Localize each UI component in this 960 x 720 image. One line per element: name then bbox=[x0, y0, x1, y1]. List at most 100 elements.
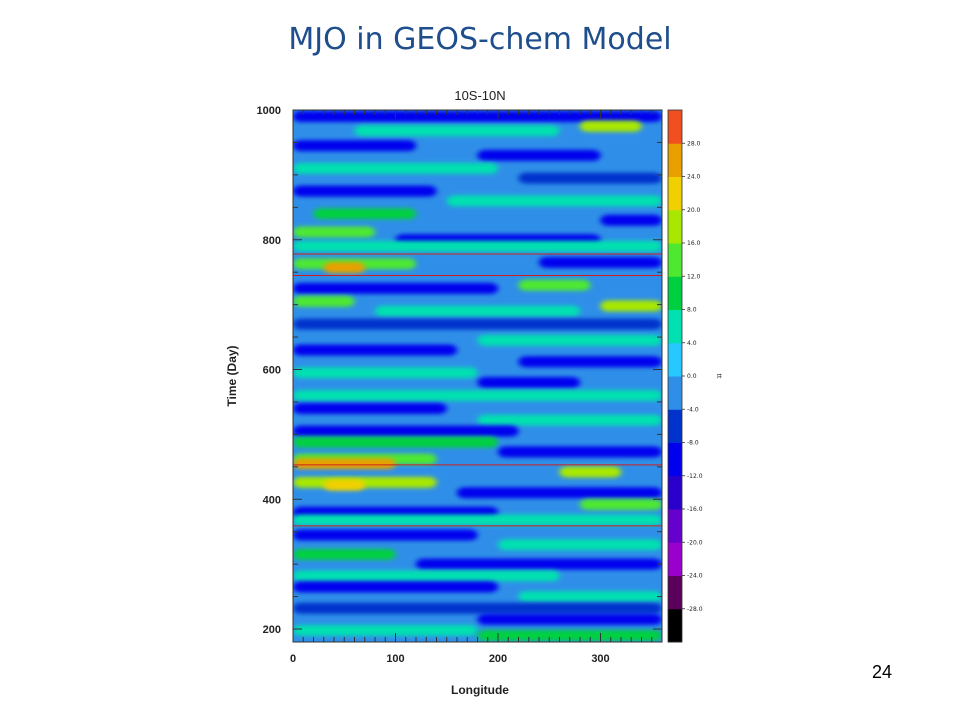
y-tick-label: 1000 bbox=[257, 105, 281, 117]
heatmap-band bbox=[477, 414, 662, 426]
colorbar-tick-label: -4.0 bbox=[687, 406, 699, 413]
heatmap-band bbox=[477, 630, 662, 642]
heatmap-band bbox=[293, 581, 498, 593]
heatmap-band bbox=[518, 356, 662, 368]
heatmap-band bbox=[477, 613, 662, 625]
heatmap-band bbox=[293, 318, 662, 330]
heatmap-band bbox=[375, 305, 580, 317]
colorbar-tick-label: 24.0 bbox=[687, 174, 701, 181]
heatmap-band bbox=[293, 476, 437, 488]
y-axis: 200 400 600 800 1000 bbox=[257, 105, 662, 636]
heatmap-band bbox=[293, 529, 478, 541]
x-axis: 0 100 200 300 bbox=[290, 110, 663, 665]
heatmap-band bbox=[477, 376, 580, 388]
heatmap-band bbox=[518, 279, 591, 291]
colorbar-segment bbox=[668, 243, 682, 277]
heatmap-band bbox=[293, 548, 396, 560]
y-axis-title: Time (Day) bbox=[225, 345, 239, 406]
heatmap-band bbox=[477, 334, 662, 346]
colorbar-segment bbox=[668, 409, 682, 443]
x-axis-title: Longitude bbox=[451, 683, 509, 697]
x-tick-label: 100 bbox=[386, 653, 404, 665]
heatmap-band bbox=[498, 539, 662, 551]
colorbar-tick-label: 4.0 bbox=[687, 340, 697, 347]
heatmap-band bbox=[457, 487, 662, 499]
colorbar-segment bbox=[668, 442, 682, 477]
heatmap-band bbox=[293, 344, 457, 356]
page-number: 24 bbox=[872, 662, 893, 682]
heatmap-band bbox=[293, 295, 355, 307]
reference-lines bbox=[293, 253, 662, 527]
heatmap-band bbox=[293, 367, 478, 379]
heatmap-band bbox=[293, 282, 498, 294]
colorbar-segment bbox=[668, 143, 682, 177]
heatmap-band bbox=[580, 498, 662, 510]
heatmap-band bbox=[477, 149, 601, 161]
heatmap-band bbox=[498, 446, 662, 458]
heatmap-band bbox=[293, 514, 662, 526]
heatmap-band bbox=[446, 195, 662, 207]
heatmap-band bbox=[416, 558, 662, 570]
colorbar-tick-label: 12.0 bbox=[687, 273, 701, 280]
heatmap-band bbox=[293, 570, 560, 582]
heatmap-band bbox=[293, 436, 498, 448]
colorbar-tick-label: 0.0 bbox=[687, 373, 697, 380]
colorbar-segment bbox=[668, 475, 682, 510]
heatmap-band bbox=[293, 602, 662, 614]
colorbar: -28.0 -24.0 -20.0 -16.0 -12.0 -8.0 -4.0 0.0 4.0 8… bbox=[667, 109, 703, 643]
heatmap-band bbox=[293, 389, 662, 401]
heatmap-band bbox=[559, 466, 621, 478]
colorbar-segment bbox=[668, 509, 682, 543]
heatmap-band bbox=[518, 591, 662, 603]
heatmap-band bbox=[293, 162, 498, 174]
y-tick-label: 800 bbox=[263, 235, 281, 247]
plot-title: 10S-10N bbox=[454, 88, 505, 103]
heatmap-band bbox=[600, 214, 662, 226]
colorbar-tick-label: 8.0 bbox=[687, 307, 697, 314]
heatmap-band bbox=[293, 458, 396, 470]
x-tick-label: 200 bbox=[489, 653, 507, 665]
heatmap-band bbox=[293, 402, 447, 414]
heatmap-band bbox=[539, 256, 662, 268]
colorbar-tick-label: 20.0 bbox=[687, 207, 701, 214]
heatmap-band bbox=[293, 624, 478, 636]
colorbar-segment bbox=[668, 342, 682, 377]
colorbar-tick-label: -12.0 bbox=[687, 473, 703, 480]
colorbar-segment bbox=[668, 209, 682, 244]
heatmap-band bbox=[293, 240, 662, 252]
heatmap-band bbox=[293, 140, 416, 152]
heatmap-band bbox=[293, 425, 519, 437]
colorbar-tick-label: -16.0 bbox=[687, 506, 703, 513]
colorbar-tick-label: -20.0 bbox=[687, 539, 703, 546]
slide-title: MJO in GEOS-chem Model bbox=[288, 22, 672, 57]
colorbar-label: tt bbox=[715, 374, 722, 379]
colorbar-segment bbox=[668, 110, 682, 144]
colorbar-segment bbox=[668, 309, 682, 344]
heatmap-band bbox=[293, 226, 375, 238]
colorbar-segment bbox=[668, 176, 682, 211]
heatmap-band bbox=[323, 479, 365, 491]
heatmap-band bbox=[600, 300, 662, 312]
heatmap-band bbox=[323, 262, 365, 274]
colorbar-tick-label: -28.0 bbox=[687, 606, 703, 613]
colorbar-tick-label: -24.0 bbox=[687, 573, 703, 580]
heatmap-band bbox=[354, 125, 560, 137]
colorbar-segment bbox=[668, 575, 682, 610]
heatmap-band bbox=[293, 185, 437, 197]
y-tick-label: 400 bbox=[263, 494, 281, 506]
heatmap-band bbox=[518, 172, 662, 184]
colorbar-tick-label: -8.0 bbox=[687, 440, 699, 447]
colorbar-tick-label: 16.0 bbox=[687, 240, 701, 247]
colorbar-segment bbox=[668, 276, 682, 310]
y-tick-label: 600 bbox=[263, 365, 281, 377]
colorbar-segment bbox=[668, 376, 682, 410]
heatmap-band bbox=[580, 120, 642, 132]
colorbar-segment bbox=[668, 608, 682, 643]
heatmap-field bbox=[293, 110, 662, 642]
colorbar-tick-label: 28.0 bbox=[687, 140, 701, 147]
colorbar-segment bbox=[668, 542, 682, 576]
x-tick-label: 300 bbox=[591, 653, 609, 665]
heatmap-band bbox=[313, 208, 416, 220]
y-tick-label: 200 bbox=[263, 624, 281, 636]
